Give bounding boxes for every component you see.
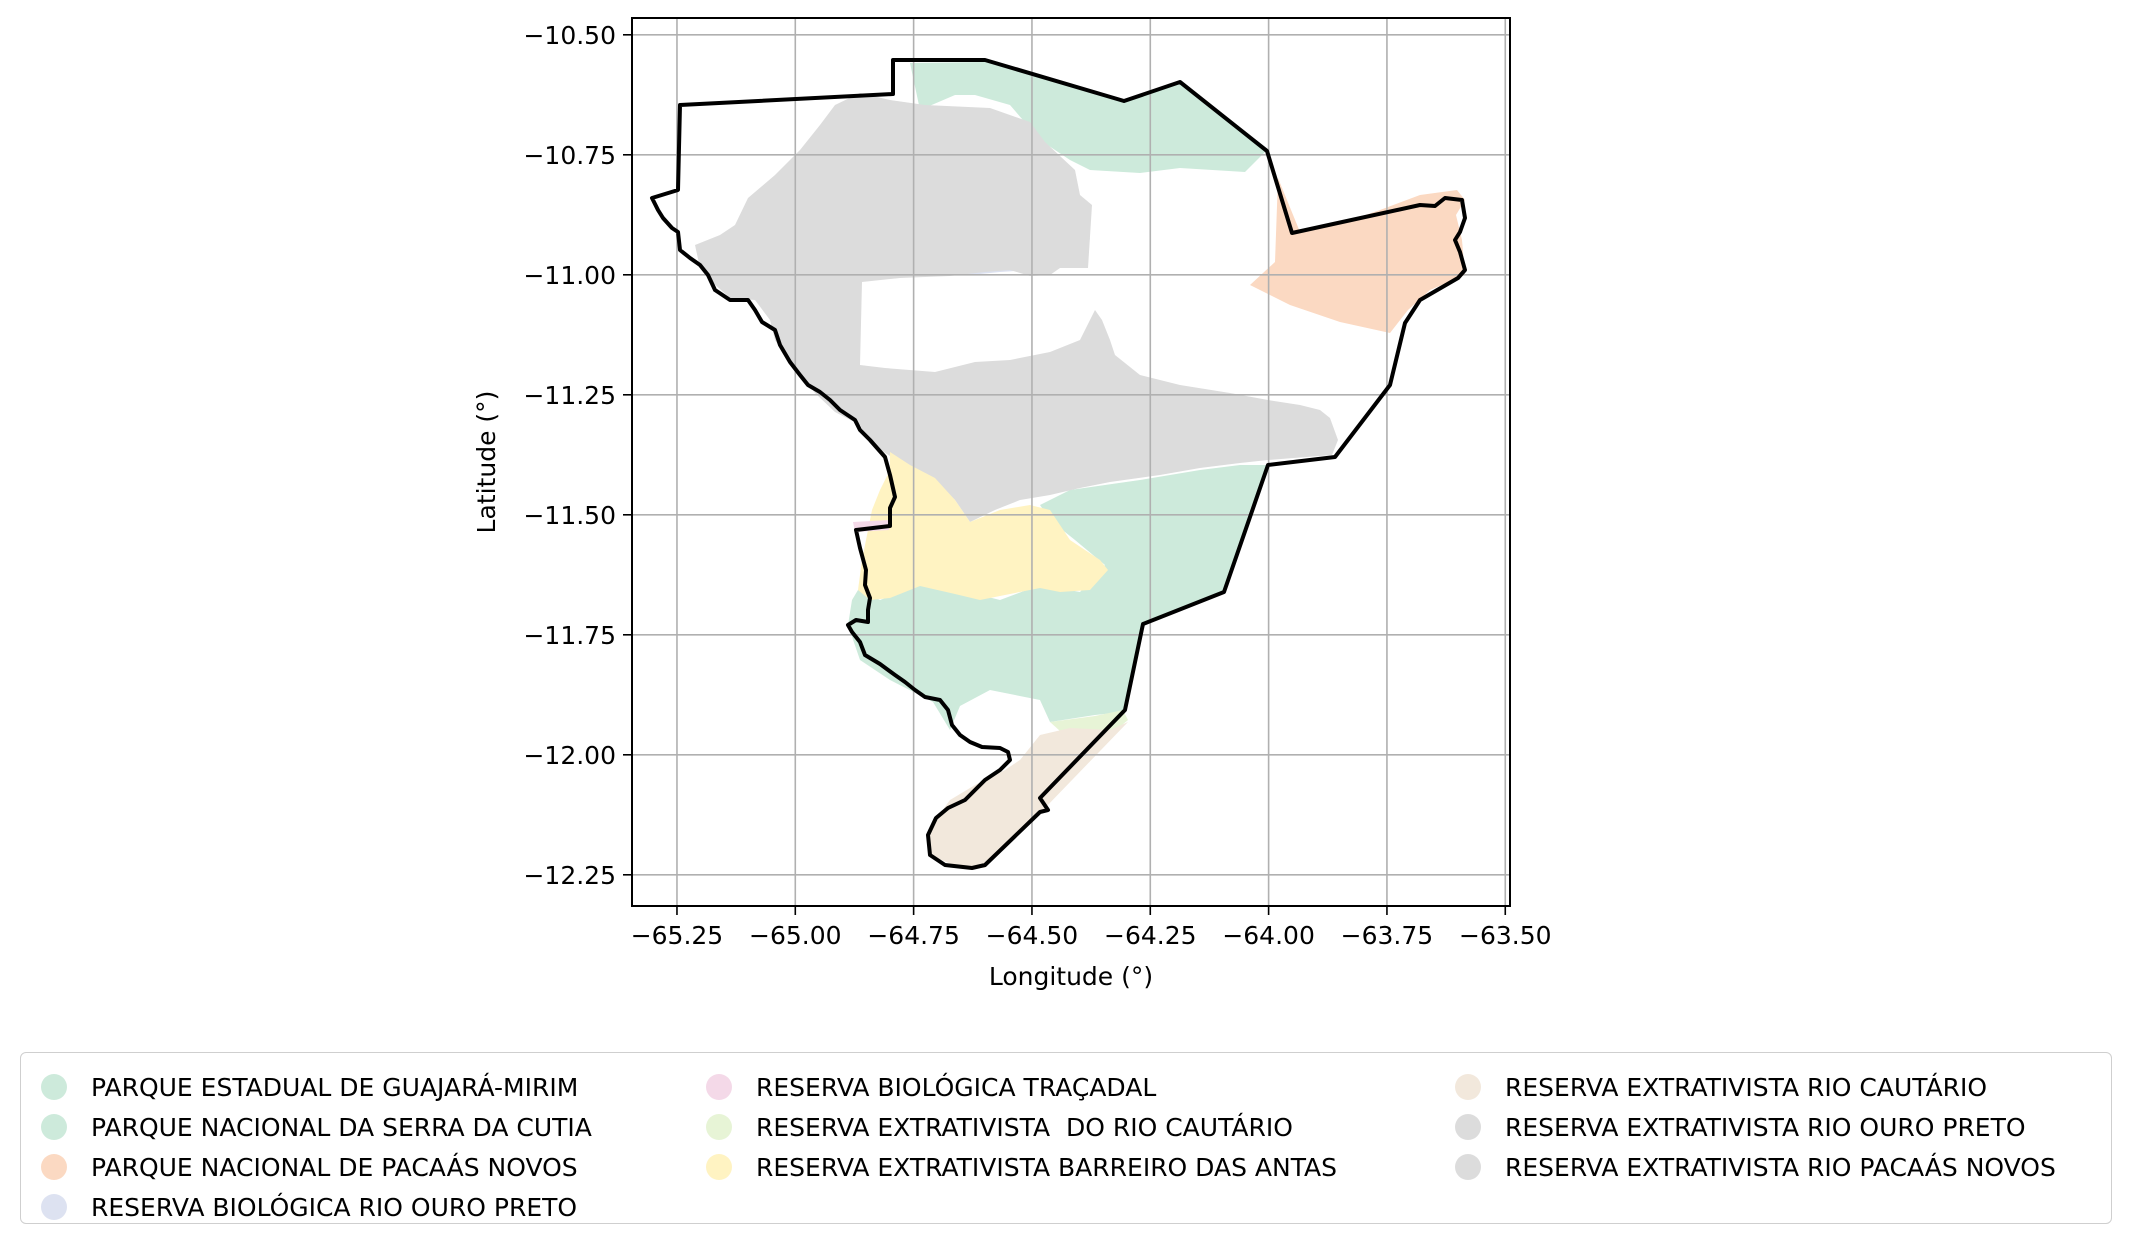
area-barreiro-das-antas — [858, 452, 1108, 600]
legend-item: RESERVA EXTRATIVISTA RIO PACAÁS NOVOS — [1455, 1147, 2056, 1187]
y-tick-label: −11.25 — [523, 381, 616, 410]
y-tick-label: −11.00 — [523, 261, 616, 290]
legend-item: PARQUE ESTADUAL DE GUAJARÁ-MIRIM — [41, 1067, 578, 1107]
legend-marker-icon — [1455, 1154, 1481, 1180]
area-resex-ouro-preto — [695, 93, 1338, 522]
legend-marker-icon — [41, 1154, 67, 1180]
legend-label: RESERVA EXTRATIVISTA RIO PACAÁS NOVOS — [1505, 1152, 2056, 1182]
area-pacaas-novos — [1250, 178, 1465, 333]
x-tick-label: −64.25 — [1104, 921, 1197, 950]
x-tick-label: −65.00 — [749, 921, 842, 950]
legend-marker-icon — [706, 1154, 732, 1180]
legend-label: RESERVA EXTRATIVISTA RIO OURO PRETO — [1505, 1112, 2026, 1142]
area-serra-da-cutia-north — [910, 62, 1267, 173]
x-ticks: −65.25 −65.00 −64.75 −64.50 −64.25 −64.00 −63.… — [631, 906, 1552, 950]
x-axis-label: Longitude (°) — [989, 962, 1153, 991]
legend-label: RESERVA EXTRATIVISTA BARREIRO DAS ANTAS — [756, 1152, 1338, 1182]
legend-label: RESERVA EXTRATIVISTA DO RIO CAUTÁRIO — [756, 1112, 1293, 1142]
grid-lines — [632, 18, 1510, 906]
y-tick-label: −10.75 — [523, 141, 616, 170]
y-axis-label: Latitude (°) — [472, 391, 501, 534]
legend-label: RESERVA EXTRATIVISTA RIO CAUTÁRIO — [1505, 1072, 1988, 1102]
legend-marker-icon — [41, 1114, 67, 1140]
legend-label: RESERVA BIOLÓGICA TRAÇADAL — [756, 1072, 1157, 1102]
municipality-boundary — [650, 58, 1467, 870]
legend-item: RESERVA EXTRATIVISTA BARREIRO DAS ANTAS — [706, 1147, 1337, 1187]
x-tick-label: −63.75 — [1341, 921, 1434, 950]
y-ticks: −10.50 −10.75 −11.00 −11.25 −11.50 −11.75 −12.… — [523, 21, 632, 890]
legend-item: RESERVA BIOLÓGICA TRAÇADAL — [706, 1067, 1156, 1107]
y-tick-label: −11.50 — [523, 501, 616, 530]
legend-label: PARQUE NACIONAL DE PACAÁS NOVOS — [91, 1152, 578, 1182]
area-resex-rio-cautario — [928, 722, 1128, 868]
legend-marker-icon — [1455, 1074, 1481, 1100]
x-tick-label: −64.50 — [986, 921, 1079, 950]
x-tick-label: −63.50 — [1459, 921, 1552, 950]
legend-item: RESERVA EXTRATIVISTA RIO OURO PRETO — [1455, 1107, 2026, 1147]
legend-marker-icon — [41, 1074, 67, 1100]
protected-areas — [695, 62, 1465, 868]
legend-item: RESERVA EXTRATIVISTA RIO CAUTÁRIO — [1455, 1067, 1987, 1107]
x-tick-label: −65.25 — [631, 921, 724, 950]
legend-label: RESERVA BIOLÓGICA RIO OURO PRETO — [91, 1192, 578, 1222]
legend-label: PARQUE ESTADUAL DE GUAJARÁ-MIRIM — [91, 1072, 579, 1102]
y-tick-label: −12.00 — [523, 741, 616, 770]
y-tick-label: −10.50 — [523, 21, 616, 50]
legend-marker-icon — [706, 1074, 732, 1100]
y-tick-label: −11.75 — [523, 621, 616, 650]
area-guajara-mirim — [848, 465, 1268, 730]
legend-item: RESERVA BIOLÓGICA RIO OURO PRETO — [41, 1187, 577, 1227]
legend-item: PARQUE NACIONAL DA SERRA DA CUTIA — [41, 1107, 592, 1147]
legend-marker-icon — [706, 1114, 732, 1140]
legend: PARQUE ESTADUAL DE GUAJARÁ-MIRIM PARQUE … — [20, 1052, 2112, 1224]
legend-item: RESERVA EXTRATIVISTA DO RIO CAUTÁRIO — [706, 1107, 1293, 1147]
legend-label: PARQUE NACIONAL DA SERRA DA CUTIA — [91, 1112, 592, 1142]
legend-marker-icon — [41, 1194, 67, 1220]
x-tick-label: −64.00 — [1222, 921, 1315, 950]
legend-item: PARQUE NACIONAL DE PACAÁS NOVOS — [41, 1147, 578, 1187]
x-tick-label: −64.75 — [867, 921, 960, 950]
y-tick-label: −12.25 — [523, 861, 616, 890]
legend-marker-icon — [1455, 1114, 1481, 1140]
axes-frame — [631, 17, 1511, 907]
